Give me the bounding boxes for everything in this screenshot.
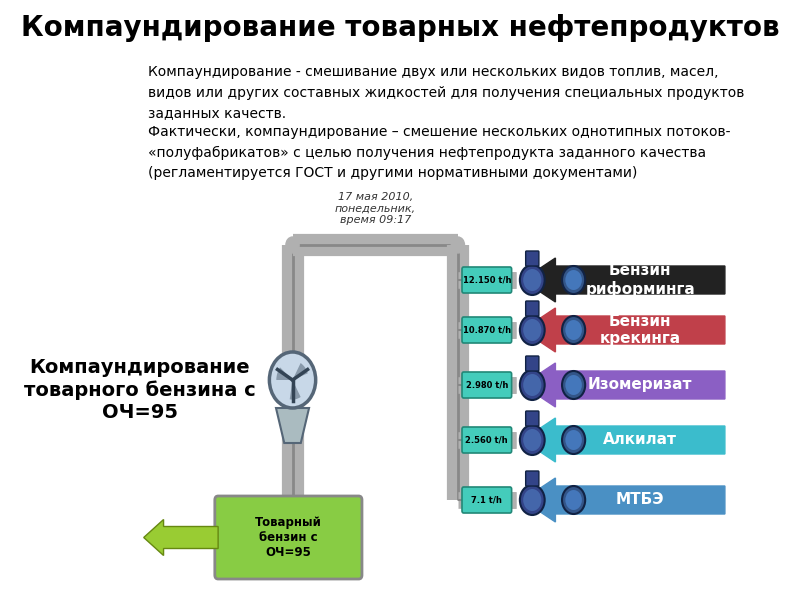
FancyBboxPatch shape: [462, 317, 512, 343]
Text: 2.560 t/h: 2.560 t/h: [466, 436, 508, 445]
Circle shape: [566, 320, 582, 340]
FancyBboxPatch shape: [526, 251, 539, 266]
FancyBboxPatch shape: [462, 487, 512, 513]
FancyBboxPatch shape: [462, 372, 512, 398]
Circle shape: [520, 425, 545, 455]
Text: Бензин
крекинга: Бензин крекинга: [599, 314, 681, 346]
Circle shape: [520, 265, 545, 295]
FancyArrow shape: [144, 520, 218, 556]
Circle shape: [562, 486, 585, 514]
FancyBboxPatch shape: [526, 356, 539, 371]
Circle shape: [566, 270, 582, 290]
Wedge shape: [293, 363, 308, 380]
Polygon shape: [276, 408, 309, 443]
Circle shape: [566, 490, 582, 510]
Circle shape: [566, 375, 582, 395]
Circle shape: [562, 316, 585, 344]
Circle shape: [562, 426, 585, 454]
Circle shape: [270, 352, 316, 408]
Circle shape: [520, 485, 545, 515]
FancyArrow shape: [522, 478, 725, 522]
Text: Компаундирование товарных нефтепродуктов: Компаундирование товарных нефтепродуктов: [21, 14, 779, 42]
Circle shape: [520, 315, 545, 345]
Wedge shape: [276, 367, 293, 380]
Circle shape: [286, 237, 299, 253]
FancyBboxPatch shape: [215, 496, 362, 579]
Text: Фактически, компаундирование – смешение нескольких однотипных потоков-
«полуфабр: Фактически, компаундирование – смешение …: [148, 125, 730, 181]
Wedge shape: [290, 380, 301, 400]
FancyArrow shape: [522, 258, 725, 302]
Circle shape: [520, 370, 545, 400]
Text: Бензин
риформинга: Бензин риформинга: [586, 263, 695, 297]
Circle shape: [523, 269, 542, 291]
FancyArrow shape: [522, 418, 725, 462]
Text: 7.1 t/h: 7.1 t/h: [471, 496, 502, 505]
Text: Алкилат: Алкилат: [603, 433, 677, 448]
FancyArrow shape: [522, 363, 725, 407]
Text: 12.150 t/h: 12.150 t/h: [462, 275, 511, 284]
Circle shape: [562, 371, 585, 399]
FancyArrow shape: [522, 308, 725, 352]
Text: 10.870 t/h: 10.870 t/h: [462, 325, 511, 335]
Circle shape: [523, 374, 542, 396]
FancyBboxPatch shape: [526, 471, 539, 486]
FancyBboxPatch shape: [462, 267, 512, 293]
Text: Компаундирование - смешивание двух или нескольких видов топлив, масел,
видов или: Компаундирование - смешивание двух или н…: [148, 65, 744, 120]
Text: 2.980 t/h: 2.980 t/h: [466, 380, 508, 389]
Circle shape: [566, 430, 582, 450]
Text: МТБЭ: МТБЭ: [616, 493, 665, 508]
Circle shape: [523, 429, 542, 451]
Circle shape: [562, 266, 585, 294]
Text: Товарный
бензин с
ОЧ=95: Товарный бензин с ОЧ=95: [255, 516, 322, 559]
Text: Компаундирование
товарного бензина с
ОЧ=95: Компаундирование товарного бензина с ОЧ=…: [24, 358, 255, 422]
Circle shape: [523, 489, 542, 511]
FancyBboxPatch shape: [462, 427, 512, 453]
FancyBboxPatch shape: [526, 411, 539, 426]
Text: 17 мая 2010,
понедельник,
время 09:17: 17 мая 2010, понедельник, время 09:17: [334, 192, 416, 225]
Circle shape: [451, 237, 465, 253]
Text: Изомеризат: Изомеризат: [588, 377, 693, 392]
Circle shape: [523, 319, 542, 341]
FancyBboxPatch shape: [526, 301, 539, 316]
